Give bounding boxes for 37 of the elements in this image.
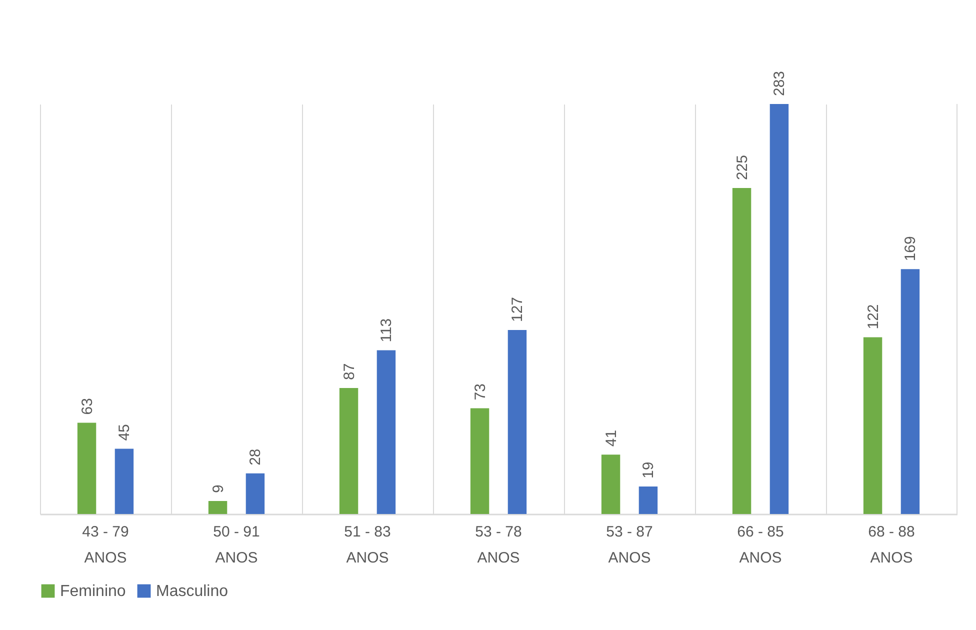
x-tick-label: 66 - 85 ANOS (737, 524, 784, 566)
data-label: 169 (902, 236, 920, 262)
bar (339, 388, 358, 514)
data-label: 19 (640, 462, 658, 478)
bar (246, 473, 265, 514)
bar (900, 269, 920, 514)
bar (114, 448, 134, 514)
bar (601, 454, 620, 514)
legend-label: Feminino (60, 583, 126, 600)
x-tick-label: 53 - 78 ANOS (475, 524, 522, 566)
data-label: 283 (771, 70, 788, 96)
data-label: 87 (340, 363, 358, 380)
bar (208, 500, 228, 514)
data-label: 45 (116, 424, 134, 441)
data-label: 41 (602, 430, 620, 447)
bar (638, 486, 658, 514)
data-label: 73 (472, 384, 489, 400)
x-tick-label: 51 - 83 ANOS (344, 524, 391, 566)
data-label: 225 (734, 154, 751, 180)
x-tick-label: 53 - 87 ANOS (606, 524, 653, 566)
data-label: 9 (210, 484, 227, 493)
bar (732, 188, 752, 514)
data-label: 63 (78, 398, 96, 415)
bar (470, 408, 490, 514)
data-label: 28 (247, 448, 264, 466)
x-tick-label: 43 - 79 ANOS (82, 524, 129, 566)
bar (77, 422, 96, 514)
bar (508, 330, 527, 514)
bar (770, 104, 789, 514)
data-label: 122 (864, 304, 882, 330)
bar (376, 350, 396, 514)
x-tick-label: 68 - 88 ANOS (868, 524, 915, 566)
x-tick-label: 50 - 91 ANOS (213, 524, 260, 566)
data-label: 113 (378, 318, 396, 342)
bar (863, 337, 882, 514)
legend-label: Masculino (156, 583, 228, 600)
data-label: 127 (509, 296, 526, 322)
